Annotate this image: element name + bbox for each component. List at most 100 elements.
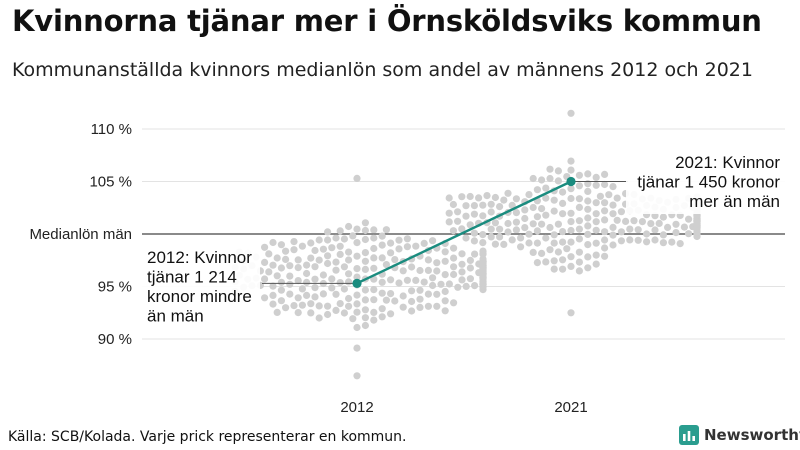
municipality-dot	[584, 230, 592, 238]
brand-logo: Newsworthy	[679, 425, 800, 445]
municipality-dot	[311, 246, 319, 255]
municipality-dot	[328, 284, 336, 292]
municipality-dot	[605, 191, 613, 199]
municipality-dot	[433, 259, 441, 267]
municipality-dot	[559, 256, 567, 264]
municipality-dot	[269, 291, 277, 299]
municipality-dot	[311, 284, 319, 292]
municipality-dot	[449, 200, 457, 209]
municipality-dot	[370, 264, 378, 272]
municipality-dot	[361, 265, 369, 273]
municipality-dot	[387, 249, 395, 257]
municipality-dot	[584, 205, 592, 213]
municipality-dot	[479, 249, 487, 258]
municipality-dot	[567, 226, 575, 235]
municipality-dot	[424, 290, 432, 298]
annotation-2021: 2021: Kvinnor tjänar 1 450 kronor mer än m…	[637, 153, 780, 211]
municipality-dot	[466, 275, 474, 283]
municipality-dot	[668, 238, 676, 246]
municipality-dot	[487, 200, 495, 208]
municipality-dot	[479, 201, 487, 209]
municipality-dot	[470, 229, 478, 237]
municipality-dot	[466, 192, 474, 201]
municipality-dot	[324, 302, 332, 310]
municipality-dot	[512, 195, 521, 203]
municipality-dot	[554, 248, 563, 256]
municipality-dot	[609, 201, 617, 209]
municipality-dot	[332, 306, 340, 314]
municipality-dot	[584, 214, 592, 222]
municipality-dot	[584, 264, 592, 272]
municipality-dot	[533, 259, 542, 267]
municipality-dot	[584, 197, 592, 205]
municipality-dot	[336, 279, 344, 287]
municipality-dot	[361, 219, 369, 227]
municipality-dot	[466, 221, 474, 229]
municipality-dot	[475, 194, 483, 202]
municipality-dot	[559, 265, 567, 273]
municipality-dot	[559, 238, 567, 246]
municipality-dot	[450, 299, 458, 307]
municipality-dot	[554, 220, 563, 228]
municipality-dot	[521, 206, 529, 214]
municipality-dot	[424, 266, 432, 274]
municipality-dot	[298, 242, 306, 250]
municipality-dot	[479, 231, 487, 239]
annotation-leaders	[262, 181, 628, 284]
municipality-dot	[458, 225, 466, 233]
municipality-dot	[567, 262, 575, 270]
municipality-dot	[462, 282, 470, 290]
municipality-dot	[525, 191, 533, 199]
x-tick-label: 2012	[340, 399, 373, 416]
municipality-dot	[550, 239, 558, 247]
municipality-dot	[332, 258, 340, 266]
municipality-dot	[525, 239, 533, 247]
municipality-dot	[378, 289, 386, 297]
municipality-dot	[370, 244, 378, 253]
municipality-dot	[559, 228, 567, 236]
municipality-dot	[584, 187, 592, 195]
municipality-dot	[319, 245, 327, 253]
municipality-dot	[575, 248, 584, 256]
municipality-dot	[353, 239, 361, 247]
municipality-dot	[328, 275, 336, 283]
municipality-dot	[424, 256, 432, 264]
municipality-dot	[378, 232, 386, 240]
municipality-dot	[584, 170, 592, 178]
municipality-dot	[655, 219, 663, 227]
municipality-dot	[286, 272, 294, 280]
municipality-dot	[370, 286, 378, 294]
municipality-dot	[277, 278, 285, 286]
municipality-dot	[634, 236, 642, 244]
municipality-dot	[294, 256, 302, 264]
municipality-dot	[546, 223, 554, 232]
municipality-dot	[311, 275, 319, 283]
municipality-dot	[441, 287, 449, 296]
municipality-dot	[546, 174, 554, 183]
municipality-dot	[403, 235, 411, 243]
municipality-dot	[626, 225, 634, 233]
municipality-dot	[529, 220, 537, 228]
municipality-dot	[294, 294, 302, 302]
municipality-dot	[479, 266, 487, 274]
highlight-line	[356, 180, 572, 285]
municipality-dot	[361, 249, 369, 257]
municipality-dot	[349, 315, 357, 323]
municipality-dot	[592, 260, 600, 268]
municipality-dot	[378, 305, 386, 313]
municipality-dot	[508, 236, 516, 244]
municipality-dot	[567, 185, 575, 193]
municipality-dot	[387, 290, 395, 298]
municipality-dot	[643, 238, 651, 246]
municipality-dot	[303, 269, 311, 278]
municipality-dot	[567, 157, 575, 165]
municipality-dot	[353, 344, 361, 352]
municipality-dot	[382, 261, 390, 269]
municipality-dot	[336, 300, 344, 308]
municipality-dot	[408, 287, 416, 295]
municipality-dot	[277, 286, 285, 294]
municipality-dot	[345, 302, 353, 310]
municipality-dot	[370, 234, 378, 242]
municipality-dot	[533, 213, 542, 221]
municipality-dot	[387, 276, 395, 284]
